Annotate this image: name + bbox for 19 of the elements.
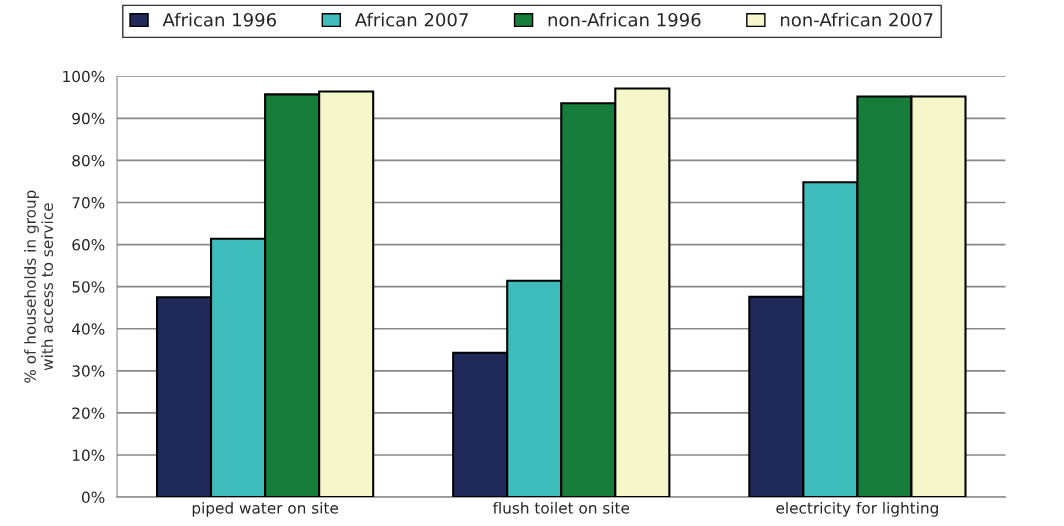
- y-tick-label: 40%: [72, 323, 105, 335]
- y-tick-label: 0%: [82, 491, 105, 504]
- legend-label: African 2007: [354, 12, 468, 27]
- y-tick-label: 80%: [72, 154, 105, 167]
- y-tick-label: 10%: [72, 449, 105, 462]
- y-tick-label: 90%: [72, 112, 105, 125]
- y-axis-title: % of households in group with access to service: [24, 190, 54, 383]
- y-tick-label: 100%: [63, 70, 105, 83]
- y-tick-label: 60%: [72, 239, 105, 251]
- y-tick-label: 30%: [72, 365, 105, 377]
- y-tick-label: 70%: [72, 196, 105, 209]
- legend-label: non-African 1996: [548, 12, 701, 27]
- legend-label: African 1996: [162, 12, 276, 27]
- x-tick-label: flush toilet on site: [492, 501, 630, 514]
- legend-label: non-African 2007: [780, 12, 933, 27]
- y-tick-label: 20%: [72, 407, 105, 419]
- x-tick-label: piped water on site: [192, 501, 339, 517]
- y-tick-label: 50%: [72, 281, 105, 293]
- x-tick-label: electricity for lighting: [776, 501, 938, 517]
